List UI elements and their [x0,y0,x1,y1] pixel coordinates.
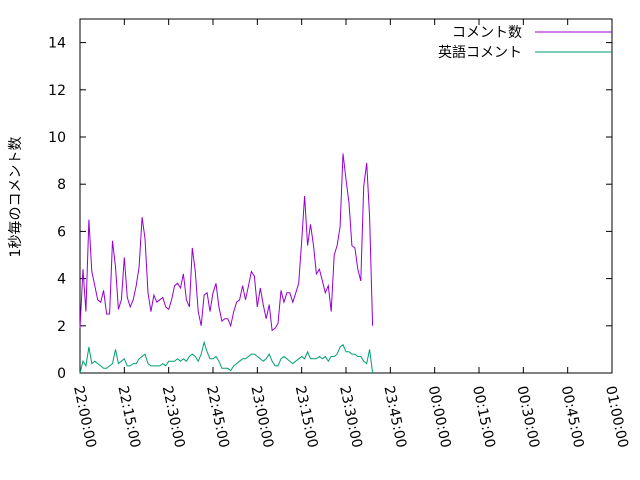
x-tick-label: 00:45:00 [558,385,587,450]
series-line-2 [79,340,374,374]
x-tick-label: 22:45:00 [203,385,232,450]
x-tick-label: 23:45:00 [380,385,409,450]
x-tick-label: 00:15:00 [469,385,498,450]
x-tick-label: 23:15:00 [292,385,321,450]
x-tick-label: 00:30:00 [513,385,542,450]
y-tick-label: 12 [48,83,66,99]
x-tick-label: 00:00:00 [425,385,454,450]
y-tick-label: 10 [48,130,66,146]
x-tick-label: 23:00:00 [247,385,276,450]
x-tick-label: 22:15:00 [114,385,143,450]
x-tick-label: 01:00:00 [602,385,631,450]
series-line-1 [79,153,374,332]
x-tick-label: 22:30:00 [159,385,188,450]
y-tick-label: 2 [57,319,66,335]
x-tick-label: 23:30:00 [336,385,365,450]
legend-label-2: 英語コメント [438,44,522,61]
plot-border [79,18,613,374]
x-tick-label: 22:00:00 [70,385,99,450]
y-tick-label: 4 [57,272,66,288]
y-axis-label: 1秒毎のコメント数 [8,137,24,258]
y-tick-label: 14 [48,36,66,52]
series-group [79,153,374,374]
axes: 0 2 4 6 8 10 12 14 22:00:00 22:15:00 22:30:00 22:45… [48,18,631,450]
legend-label-1: コメント数 [452,25,522,41]
y-tick-label: 0 [57,366,66,382]
y-tick-label: 6 [57,224,66,240]
y-tick-label: 8 [57,177,66,193]
